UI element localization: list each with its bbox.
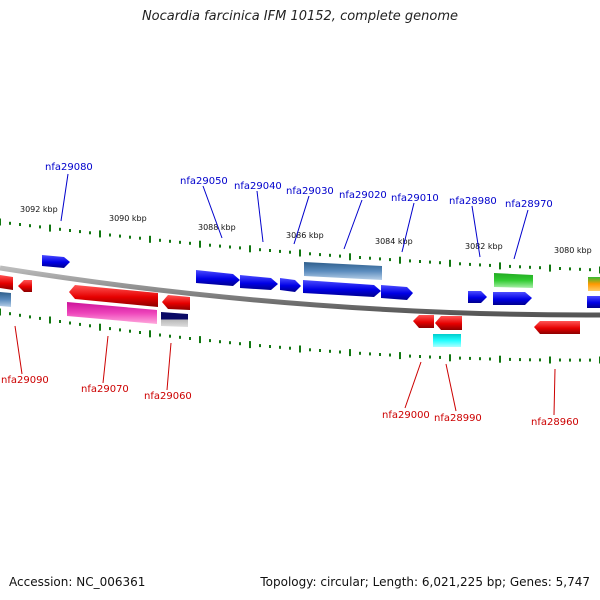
leader-line	[401, 202, 415, 253]
map-title: Nocardia farcinica IFM 10152, complete g…	[141, 9, 459, 24]
gene-arrow[interactable]	[18, 280, 32, 292]
leader-line	[202, 185, 223, 239]
gene-arrow[interactable]	[0, 275, 13, 290]
scale-labels: 3092 kbp 3090 kbp 3088 kbp 3086 kbp 3084…	[20, 205, 592, 255]
gene-label-nfa28960[interactable]: nfa28960	[531, 417, 579, 428]
genome-summary-text: Topology: circular; Length: 6,021,225 bp…	[260, 575, 590, 589]
genome-backbone	[0, 265, 600, 318]
gene-label-nfa29020[interactable]: nfa29020	[339, 190, 387, 201]
leader-line	[471, 205, 481, 258]
gene-box[interactable]	[588, 277, 600, 291]
gene-arrow[interactable]	[413, 315, 434, 328]
scale-ticks-outer	[0, 218, 600, 274]
gene-arrow[interactable]	[162, 295, 190, 310]
gene-label-nfa29040[interactable]: nfa29040	[234, 181, 282, 192]
leader-line	[343, 199, 363, 250]
gene-box[interactable]	[304, 262, 382, 280]
gene-arrow[interactable]	[468, 291, 487, 303]
accession-text: Accession: NC_006361	[9, 575, 146, 589]
gene-arrow[interactable]	[240, 275, 278, 290]
gene-label-nfa28970[interactable]: nfa28970	[505, 199, 553, 210]
leader-line	[404, 361, 422, 409]
gene-arrow[interactable]	[381, 285, 413, 300]
leader-line	[553, 368, 556, 416]
gene-arrow[interactable]	[42, 255, 70, 268]
scale-label-3080: 3080 kbp	[554, 246, 592, 255]
gene-label-nfa29010[interactable]: nfa29010	[391, 193, 439, 204]
gene-arrow[interactable]	[435, 316, 462, 330]
gene-arrow[interactable]	[196, 270, 240, 286]
gene-box[interactable]	[0, 292, 11, 307]
scale-label-3090: 3090 kbp	[109, 214, 147, 223]
scale-label-3092: 3092 kbp	[20, 205, 58, 214]
leader-line	[102, 335, 109, 384]
gene-label-nfa29080[interactable]: nfa29080	[45, 162, 93, 173]
gene-label-nfa29060[interactable]: nfa29060	[144, 391, 192, 402]
reverse-strand-genes	[0, 275, 580, 347]
gene-arrow[interactable]	[534, 321, 580, 334]
leader-line	[445, 363, 457, 412]
label-leader-lines	[14, 173, 556, 416]
gene-arrow[interactable]	[493, 292, 532, 305]
leader-line	[293, 195, 310, 245]
gene-label-nfa28980[interactable]: nfa28980	[449, 196, 497, 207]
gene-arrow[interactable]	[280, 278, 301, 292]
gene-arrow[interactable]	[69, 285, 158, 307]
scale-label-3084: 3084 kbp	[375, 237, 413, 246]
gene-arrow[interactable]	[587, 296, 600, 308]
gene-label-nfa29070[interactable]: nfa29070	[81, 384, 129, 395]
gene-label-nfa29090[interactable]: nfa29090	[1, 375, 49, 386]
scale-label-3086: 3086 kbp	[286, 231, 324, 240]
gene-label-nfa28990[interactable]: nfa28990	[434, 413, 482, 424]
leader-line	[256, 190, 264, 243]
scale-ticks-inner	[0, 308, 600, 364]
leader-line	[60, 173, 69, 222]
gene-label-nfa29030[interactable]: nfa29030	[286, 186, 334, 197]
scale-label-3088: 3088 kbp	[198, 223, 236, 232]
gene-box[interactable]	[433, 334, 461, 347]
leader-line	[166, 342, 172, 391]
leader-line	[14, 325, 23, 375]
leader-line	[513, 209, 529, 260]
gene-arrow[interactable]	[303, 280, 381, 297]
scale-label-3082: 3082 kbp	[465, 242, 503, 251]
gene-box[interactable]	[161, 312, 188, 327]
gene-label-nfa29050[interactable]: nfa29050	[180, 176, 228, 187]
gene-box[interactable]	[67, 302, 157, 324]
forward-gene-labels: nfa29080 nfa29050 nfa29040 nfa29030 nfa2…	[45, 162, 553, 210]
forward-strand-genes	[42, 255, 600, 308]
reverse-gene-labels: nfa29090 nfa29070 nfa29060 nfa29000 nfa2…	[1, 375, 579, 428]
gene-box[interactable]	[494, 273, 533, 288]
gene-label-nfa29000[interactable]: nfa29000	[382, 410, 430, 421]
